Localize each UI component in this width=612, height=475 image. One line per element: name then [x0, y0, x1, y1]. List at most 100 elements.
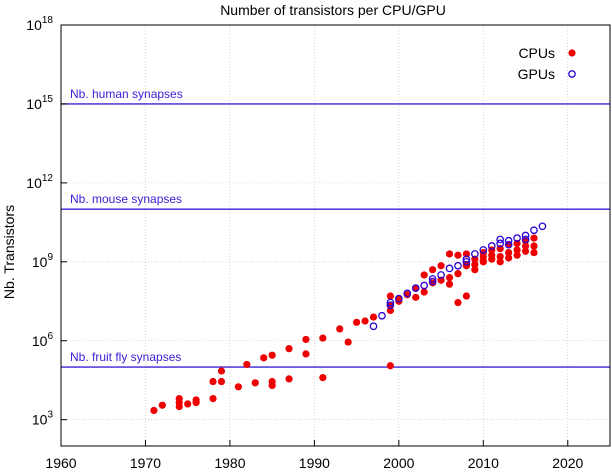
cpu-point	[175, 402, 183, 411]
y-axis-label: Nb. Transistors	[1, 205, 17, 299]
axes: 1960 1970 1980 1990 2000 2010 2020 103 106 109 101…	[26, 15, 611, 471]
cpu-point	[454, 270, 462, 278]
x-tick-label: 1990	[299, 455, 330, 471]
y-tick-label: 1018	[26, 15, 53, 33]
cpu-point	[302, 350, 310, 358]
cpu-point	[445, 274, 454, 282]
cpu-point	[386, 306, 394, 315]
gpu-point	[496, 235, 505, 244]
cpu-point	[513, 251, 521, 259]
cpu-point	[209, 377, 217, 386]
cpu-point	[395, 295, 403, 303]
gpu-point	[437, 271, 445, 279]
cpu-point	[454, 251, 462, 259]
cpu-point	[471, 266, 479, 274]
gpu-point	[462, 255, 471, 264]
gpu-point	[394, 294, 403, 303]
cpu-point	[496, 252, 504, 261]
y-tick-label: 103	[32, 410, 54, 428]
gpu-point	[504, 236, 513, 245]
y-tick-label: 106	[32, 331, 54, 349]
cpu-point	[420, 271, 428, 279]
cpu-point	[437, 262, 445, 270]
gpu-point	[471, 250, 479, 258]
reference-line-label: Nb. fruit fly synapses	[70, 350, 181, 364]
cpu-point	[344, 338, 352, 346]
legend-label: CPUs	[518, 45, 555, 61]
cpu-point	[369, 313, 378, 321]
cpu-point	[353, 318, 361, 326]
cpu-point	[462, 292, 471, 300]
cpu-point	[505, 249, 513, 257]
cpu-point	[285, 375, 293, 383]
cpu-point	[361, 317, 369, 325]
gpu-point	[521, 231, 530, 240]
plot-frame	[60, 24, 611, 447]
gpu-point	[386, 301, 395, 310]
cpu-point	[496, 245, 504, 253]
cpu-point	[437, 276, 445, 284]
legend-cpu-marker	[568, 49, 576, 57]
data-points	[150, 222, 547, 415]
cpu-point	[496, 258, 504, 266]
gpu-point	[378, 311, 386, 320]
legend: CPUs GPUs	[518, 45, 576, 82]
cpu-point	[412, 284, 420, 292]
cpu-point	[260, 354, 268, 362]
cpu-point	[521, 247, 530, 255]
cpu-point	[488, 255, 496, 263]
cpu-point	[521, 242, 530, 250]
cpu-point	[217, 367, 226, 375]
gpu-point	[521, 235, 530, 244]
gpu-point	[403, 289, 412, 298]
y-tick-label: 1012	[26, 173, 53, 191]
y-tick-label: 109	[32, 252, 54, 270]
cpu-point	[471, 255, 479, 263]
cpu-point	[386, 292, 394, 300]
cpu-point	[285, 345, 293, 353]
x-tick-label: 2000	[383, 455, 414, 471]
gpu-point	[504, 240, 513, 249]
cpu-point	[319, 373, 327, 382]
cpu-point	[462, 250, 471, 258]
cpu-point	[150, 406, 158, 415]
cpu-point	[243, 360, 251, 369]
cpu-point	[184, 400, 192, 408]
chart-title: Number of transistors per CPU/GPU	[220, 2, 446, 18]
cpu-point	[530, 234, 538, 242]
legend-gpu-marker	[568, 70, 576, 78]
cpu-point	[192, 398, 200, 407]
cpu-point	[251, 379, 259, 387]
x-tick-label: 2010	[468, 455, 499, 471]
gpu-point	[454, 261, 462, 270]
cpu-point	[336, 325, 344, 333]
cpu-point	[420, 288, 428, 296]
reference-line-label: Nb. human synapses	[70, 87, 183, 101]
gpu-point	[369, 322, 378, 331]
legend-label: GPUs	[518, 66, 555, 82]
x-tick-label: 2020	[552, 455, 583, 471]
cpu-point	[386, 362, 394, 370]
gpu-point	[479, 246, 488, 254]
gpu-point	[496, 239, 505, 248]
gpu-point	[445, 264, 454, 273]
cpu-point	[209, 395, 217, 403]
gpu-point	[386, 298, 395, 307]
cpu-point	[302, 335, 310, 344]
cpu-point	[471, 260, 479, 269]
cpu-point	[445, 280, 454, 288]
y-tick-label: 1015	[26, 94, 53, 112]
gpu-point	[420, 281, 429, 290]
cpu-point	[429, 266, 437, 274]
cpu-point	[513, 239, 521, 247]
cpu-point	[217, 377, 226, 386]
gpu-point	[513, 234, 521, 242]
x-tick-label: 1980	[214, 455, 245, 471]
cpu-point	[412, 293, 420, 301]
reference-line-label: Nb. mouse synapses	[70, 192, 182, 206]
gpu-point	[487, 242, 496, 250]
cpu-point	[175, 395, 183, 403]
gpu-point	[462, 257, 471, 266]
